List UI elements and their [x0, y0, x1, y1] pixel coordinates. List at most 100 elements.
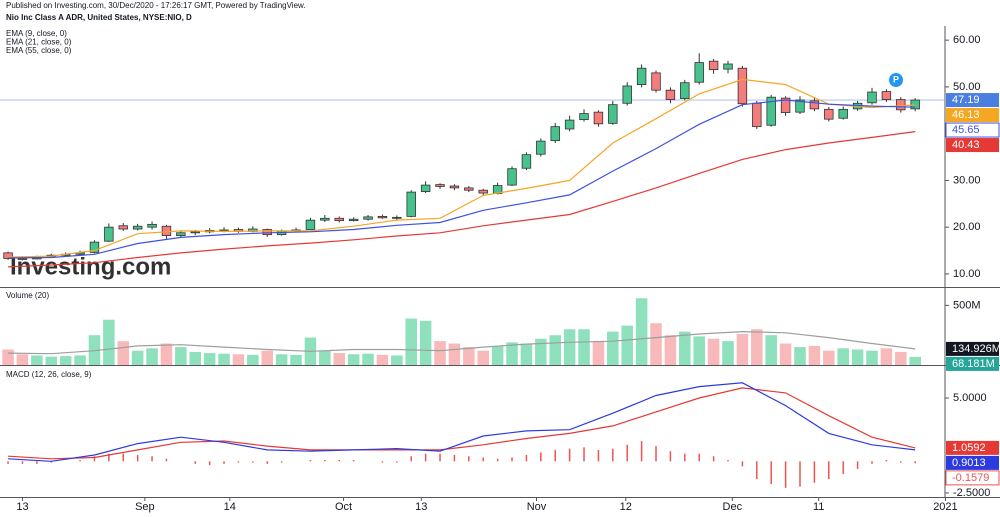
line-series [8, 382, 916, 462]
bar [880, 348, 893, 365]
bar [866, 350, 878, 365]
bar [612, 448, 614, 462]
candle-body [708, 60, 719, 71]
line-series [8, 99, 916, 259]
bar [684, 453, 686, 462]
bar [578, 329, 590, 365]
bar [122, 453, 125, 462]
candle-body [118, 225, 128, 230]
bar [2, 349, 14, 365]
bar [396, 461, 398, 463]
candle-body [896, 99, 906, 111]
candle-body [89, 241, 100, 253]
bar [520, 343, 533, 365]
bar [751, 329, 763, 365]
bar [50, 461, 53, 463]
candle-body [161, 225, 172, 236]
bar [16, 354, 29, 365]
event-marker [889, 73, 903, 87]
bar [756, 461, 758, 480]
candle-body [651, 72, 661, 91]
candle-body [449, 185, 460, 189]
bar [909, 356, 921, 365]
candle-body [579, 113, 589, 121]
bar [525, 454, 528, 462]
bar [856, 461, 859, 469]
bar [635, 298, 648, 365]
x-tick-label: 14 [224, 501, 236, 513]
bar [736, 333, 749, 365]
candle-body [320, 217, 330, 221]
bar [108, 453, 110, 462]
value-badge-label: 134.926M [952, 343, 1000, 355]
candle-body [363, 216, 373, 220]
bar [640, 441, 643, 462]
bar [837, 348, 849, 365]
candle-body [104, 226, 114, 242]
bar [448, 343, 461, 365]
bar [549, 335, 561, 365]
candle-body [478, 189, 488, 194]
candle-body [406, 191, 416, 217]
candle-body [636, 67, 647, 85]
bar [535, 338, 547, 365]
x-tick-label: 2021 [933, 501, 957, 513]
bar [808, 345, 821, 365]
bar [813, 461, 816, 483]
bar [319, 350, 331, 365]
bar [31, 355, 43, 365]
candle-body [608, 104, 618, 124]
legend-entry: EMA (55, close, 0) [6, 46, 72, 55]
bar [338, 460, 340, 462]
bar [568, 448, 571, 462]
bar [463, 347, 475, 365]
bar [352, 460, 355, 462]
candle-body [176, 232, 186, 236]
bar [511, 457, 513, 462]
candle-body [147, 223, 157, 228]
candle-body [464, 187, 474, 191]
bar [597, 449, 600, 462]
legend-entry: EMA (9, close, 0) [6, 29, 67, 38]
candle-body [795, 99, 805, 113]
bar [376, 354, 389, 365]
candle-body [334, 217, 344, 222]
bar [247, 354, 259, 365]
bar [146, 348, 158, 365]
x-tick-label: Nov [527, 501, 547, 513]
y-tick-label: 5.0000 [953, 392, 987, 404]
bar [823, 350, 835, 365]
chart-title: Nio Inc Class A ADR, United States, NYSE… [6, 13, 192, 22]
bar [391, 355, 403, 365]
bar [693, 336, 705, 365]
value-badge [946, 356, 999, 371]
bar [324, 460, 326, 462]
candle-body [680, 82, 690, 99]
candle-body [622, 85, 632, 104]
bar [664, 335, 677, 365]
value-badge-label: 1.0592 [952, 442, 986, 454]
bar [828, 461, 830, 480]
bar [21, 461, 24, 464]
bar [381, 461, 384, 463]
bar [131, 350, 144, 365]
bar [477, 350, 489, 365]
bar [765, 335, 777, 365]
bar [650, 323, 662, 365]
bar [45, 356, 58, 365]
bar [424, 453, 427, 462]
value-badge-label: -0.1579 [952, 472, 989, 484]
bar [784, 461, 787, 488]
candle-body [809, 100, 820, 110]
volume-title: Volume (20) [6, 291, 49, 300]
candle-body [564, 119, 575, 130]
y-tick-label: -2.5000 [953, 487, 990, 499]
candle-body [766, 96, 776, 126]
macd-title: MACD (12, 26, close, 9) [6, 370, 92, 379]
candle-body [17, 258, 28, 260]
bar [103, 319, 115, 365]
y-tick-label: 10.00 [953, 268, 981, 280]
value-badge [945, 470, 1000, 486]
x-tick-label: 13 [415, 501, 427, 513]
candle-body [723, 63, 733, 70]
